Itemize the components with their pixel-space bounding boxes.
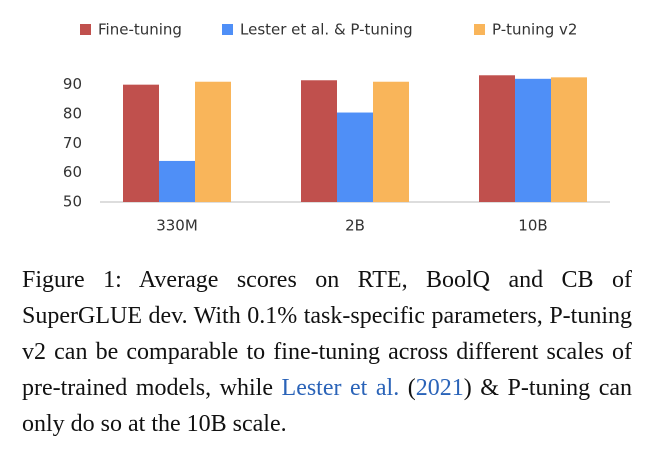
y-tick-label: 60 [63,163,82,181]
legend-swatch [222,24,233,35]
citation-link[interactable]: Lester et al. [281,375,400,401]
caption-text: Figure 1: Average scores on RTE, BoolQ a… [22,267,632,401]
chart: 50 60 70 80 90 Fine-tuning Lester et al. & P-t… [63,21,610,235]
y-tick-label: 80 [63,105,82,123]
legend-swatch [474,24,485,35]
x-tick-label: 10B [518,217,547,235]
caption-text: ) & P-tuning can only do so at the 10B s… [22,375,633,437]
bar [123,84,159,202]
bar [515,78,551,202]
legend-label: Lester et al. & P-tuning [240,21,413,39]
caption-text: ( [399,375,416,401]
bar [373,81,409,202]
y-tick-label: 90 [63,75,82,93]
bar [479,75,515,202]
legend-label: Fine-tuning [98,21,182,39]
x-tick-label: 2B [345,217,365,235]
citation-link[interactable]: 2021 [415,375,464,401]
bar [337,112,373,202]
y-tick-label: 50 [63,193,82,211]
legend-label: P-tuning v2 [492,21,577,39]
bar [551,77,587,202]
y-tick-label: 70 [63,134,82,152]
bar [195,81,231,202]
x-tick-label: 330M [156,217,198,235]
bar [159,160,195,202]
legend-swatch [80,24,91,35]
caption: Figure 1: Average scores on RTE, BoolQ a… [22,262,632,442]
bar [301,80,337,202]
